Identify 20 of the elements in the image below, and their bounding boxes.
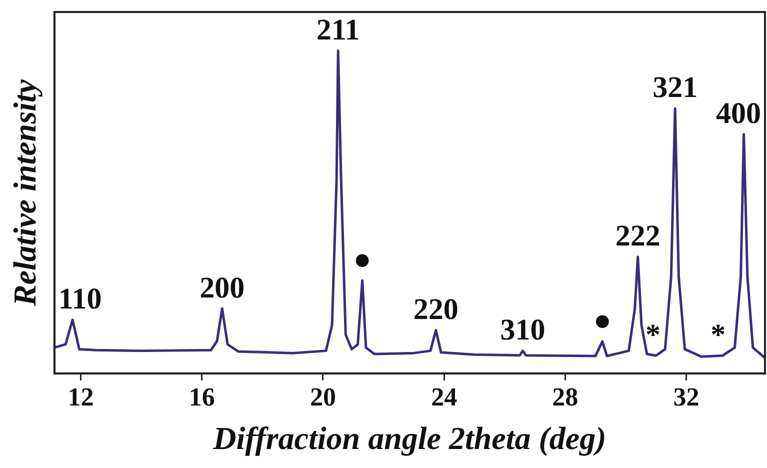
- x-tick-label: 24: [431, 382, 458, 412]
- annotation: 220: [413, 292, 458, 326]
- annotation: ●: [353, 243, 372, 276]
- y-axis-title: Relative intensity: [6, 78, 42, 308]
- x-tick-label: 16: [188, 382, 215, 412]
- x-tick-label: 20: [310, 382, 336, 412]
- annotation: ●: [593, 304, 612, 338]
- x-axis-title: Diffraction angle 2theta (deg): [212, 420, 606, 456]
- annotation: 400: [716, 97, 761, 130]
- annotation: 321: [652, 71, 698, 104]
- annotation: 211: [316, 13, 360, 46]
- x-tick-label: 28: [552, 382, 578, 412]
- x-tick-label: 12: [68, 382, 94, 412]
- x-tick-label: 32: [673, 382, 700, 412]
- annotation: *: [710, 318, 726, 352]
- annotation: *: [645, 318, 660, 352]
- annotation: 200: [200, 271, 245, 304]
- annotation: 110: [58, 282, 102, 316]
- annotation: 222: [615, 220, 660, 253]
- annotation: 310: [500, 314, 546, 347]
